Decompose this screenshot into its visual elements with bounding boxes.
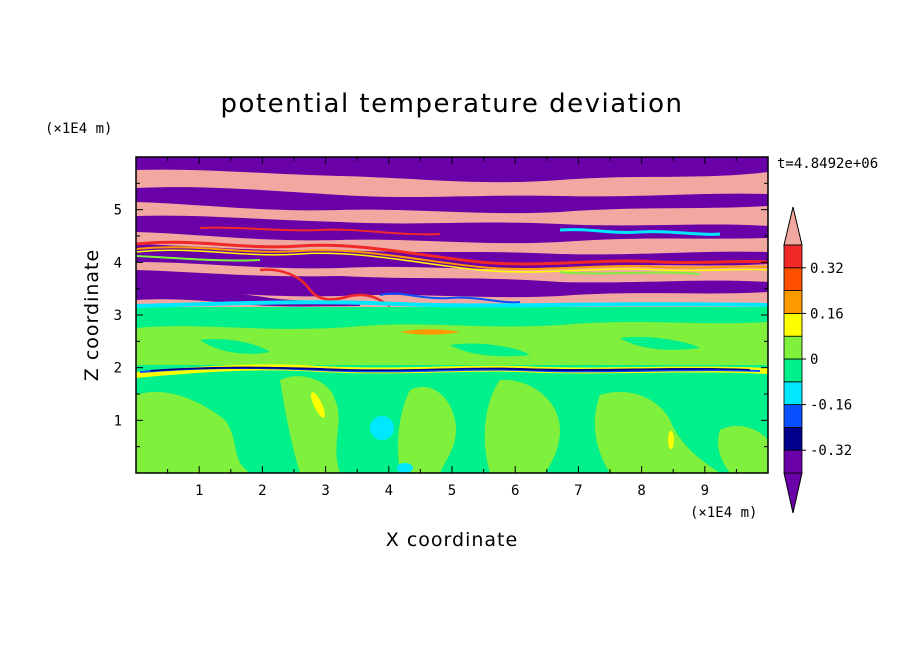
y-tick-label: 2 (114, 361, 122, 377)
y-unit-label: (×1E4 m) (45, 121, 112, 137)
z2-band-dark (150, 366, 750, 372)
colorbar-segment (783, 358, 803, 383)
fringe-cyan-3 (136, 300, 768, 308)
x-ticks: 1 2 3 4 5 6 7 8 9 (167, 157, 737, 499)
x-tick-label: 6 (511, 483, 519, 499)
positive-patch-4 (484, 379, 560, 473)
x-tick-label: 2 (258, 483, 266, 499)
colorbar-segment (783, 381, 803, 405)
colorbar-segment (783, 267, 803, 291)
fringe-yellow-1 (136, 249, 768, 273)
x-tick-label: 1 (195, 483, 203, 499)
positive-patch-3 (398, 386, 457, 473)
yellow-streak-1 (311, 392, 325, 418)
x-unit-label: (×1E4 m) (690, 505, 757, 521)
colorbar-tick-label: 0.16 (810, 306, 844, 322)
y-ticks: 1 2 3 4 5 (114, 182, 768, 448)
positive-patch-2 (280, 376, 340, 473)
colorbar-over-triangle (783, 206, 803, 246)
middle-patches (200, 336, 700, 357)
x-tick-label: 5 (448, 483, 456, 499)
y-tick-label: 4 (114, 255, 122, 271)
colorbar-tick-label: -0.16 (810, 398, 852, 414)
yellow-streak-2 (668, 431, 674, 449)
colorbar-segment (783, 335, 803, 360)
colorbar: 0.32 0.16 0 -0.16 -0.32 (783, 206, 852, 514)
colorbar-segment (783, 449, 803, 474)
y-tick-label: 1 (114, 413, 122, 429)
y-tick-label: 5 (114, 203, 122, 219)
y-tick-label: 3 (114, 308, 122, 324)
x-tick-label: 7 (574, 483, 582, 499)
chart-title: potential temperature deviation (221, 89, 684, 119)
x-tick-label: 9 (701, 483, 709, 499)
colorbar-tick-label: 0.32 (810, 261, 844, 277)
positive-patch-1 (136, 391, 250, 473)
colorbar-under-triangle (783, 472, 803, 514)
fringe-green-1 (136, 255, 701, 275)
middle-layer-mix (136, 305, 768, 329)
fringe-orange-1 (136, 246, 768, 270)
x-tick-label: 4 (385, 483, 393, 499)
colorbar-tick-label: 0 (810, 352, 818, 368)
colorbar-segment (783, 244, 803, 269)
cyan-patch-2 (397, 463, 413, 473)
x-tick-label: 3 (321, 483, 329, 499)
colorbar-segment (783, 290, 803, 314)
colorbar-tick-label: -0.32 (810, 443, 852, 459)
x-axis-label: X coordinate (386, 529, 518, 551)
colorbar-segment (783, 404, 803, 428)
fringe-blue-2 (379, 292, 521, 304)
positive-patch-6 (718, 425, 768, 473)
fringe-red-2 (259, 268, 391, 308)
y-axis-label: Z coordinate (81, 249, 103, 381)
purple-band-2 (136, 187, 768, 214)
cyan-patch-1 (370, 416, 394, 440)
colorbar-segment (783, 312, 803, 337)
fringe-red-3 (199, 226, 441, 236)
x-tick-label: 8 (637, 483, 645, 499)
plot-area (136, 157, 768, 473)
purple-band-1 (136, 157, 768, 183)
purple-band-6 (136, 282, 360, 307)
time-label: t=4.8492e+06 (777, 156, 878, 172)
colorbar-segment (783, 426, 803, 451)
fringe-blue-1 (559, 228, 721, 236)
positive-patch-5 (594, 391, 720, 473)
purple-band-3 (136, 215, 768, 244)
fringe-red-1 (136, 240, 768, 266)
orange-streak (400, 329, 460, 335)
